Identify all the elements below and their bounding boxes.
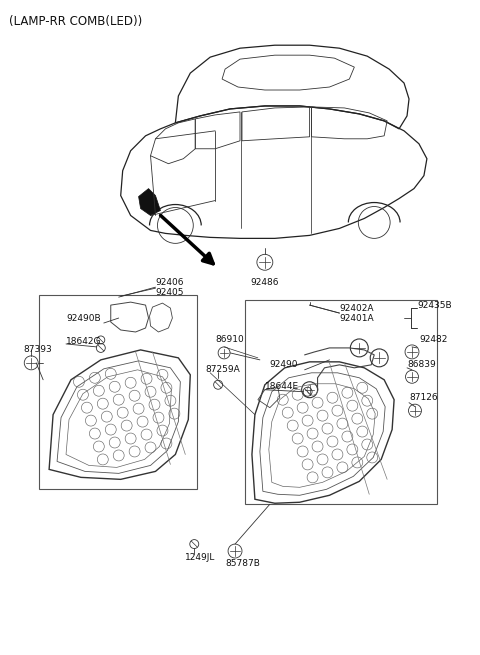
Text: 87393: 87393: [23, 345, 52, 354]
Text: 92406: 92406: [156, 278, 184, 287]
Text: 85787B: 85787B: [225, 559, 260, 569]
Text: 18644E: 18644E: [265, 383, 299, 391]
Text: 92486: 92486: [251, 278, 279, 287]
Text: 1249JL: 1249JL: [185, 553, 216, 561]
Text: 87259A: 87259A: [205, 365, 240, 374]
Text: 92401A: 92401A: [339, 314, 374, 322]
Bar: [39, 295, 197, 489]
Bar: [245, 300, 437, 504]
Text: 86910: 86910: [215, 335, 244, 345]
Text: 92405: 92405: [156, 288, 184, 297]
Text: 92402A: 92402A: [339, 303, 374, 312]
Text: 92490: 92490: [270, 360, 299, 369]
Text: 92490B: 92490B: [66, 314, 101, 322]
Text: (LAMP-RR COMB(LED)): (LAMP-RR COMB(LED)): [9, 15, 143, 28]
Text: 18642G: 18642G: [66, 337, 101, 346]
Text: 86839: 86839: [407, 360, 436, 369]
Text: 92482: 92482: [419, 335, 447, 345]
Text: 92435B: 92435B: [417, 301, 452, 310]
Polygon shape: [139, 189, 160, 215]
Text: 87126: 87126: [409, 393, 438, 402]
